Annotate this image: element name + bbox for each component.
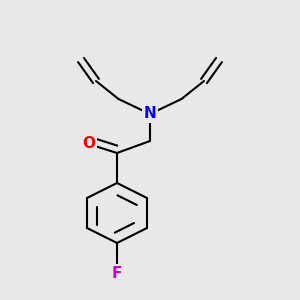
Text: O: O (82, 136, 95, 152)
Text: N: N (144, 106, 156, 122)
Text: F: F (112, 266, 122, 280)
